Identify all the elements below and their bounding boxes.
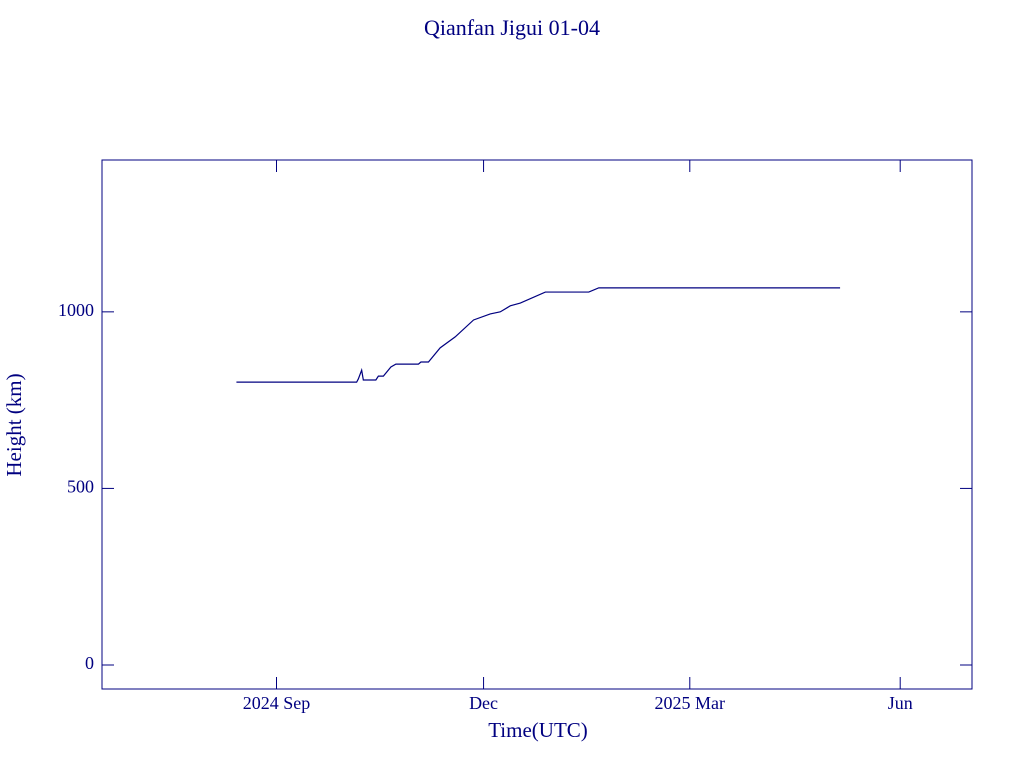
y-tick-label: 500	[67, 477, 94, 497]
y-tick-label: 1000	[58, 300, 94, 320]
x-axis-label: Time(UTC)	[488, 718, 588, 742]
data-line	[236, 287, 841, 383]
y-axis-label: Height (km)	[2, 373, 26, 476]
y-tick-label: 0	[85, 653, 94, 673]
x-tick-label: 2024 Sep	[243, 693, 311, 713]
x-tick-label: Jun	[888, 693, 913, 713]
plot-frame	[101, 159, 973, 690]
x-tick-label: Dec	[469, 693, 498, 713]
x-tick-label: 2025 Mar	[655, 693, 726, 713]
chart-title: Qianfan Jigui 01-04	[424, 15, 600, 40]
